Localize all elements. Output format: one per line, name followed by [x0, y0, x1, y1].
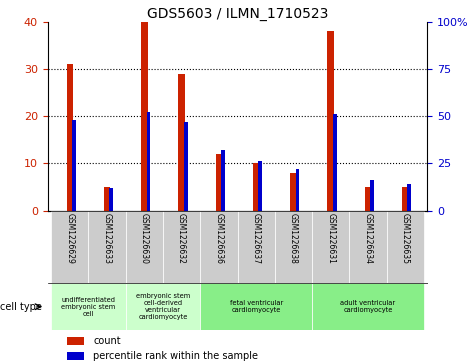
Bar — [66, 64, 73, 211]
Bar — [349, 211, 387, 283]
Bar — [407, 184, 411, 211]
Bar — [200, 283, 312, 330]
Bar — [104, 187, 111, 211]
Bar — [290, 173, 297, 211]
Bar — [370, 180, 374, 211]
Bar — [221, 150, 225, 211]
Bar — [141, 22, 148, 211]
Bar — [312, 283, 424, 330]
Text: count: count — [93, 336, 121, 346]
Bar — [238, 211, 275, 283]
Text: GSM1226636: GSM1226636 — [214, 213, 223, 264]
Text: GSM1226638: GSM1226638 — [289, 213, 298, 264]
Bar — [88, 211, 126, 283]
Bar — [387, 211, 424, 283]
Text: GSM1226630: GSM1226630 — [140, 213, 149, 264]
Text: GSM1226633: GSM1226633 — [103, 213, 112, 264]
Text: undifferentiated
embryonic stem
cell: undifferentiated embryonic stem cell — [61, 297, 115, 317]
Bar — [333, 114, 336, 211]
Bar — [312, 211, 349, 283]
Title: GDS5603 / ILMN_1710523: GDS5603 / ILMN_1710523 — [147, 7, 328, 21]
Bar — [253, 163, 259, 211]
Text: cell type: cell type — [0, 302, 42, 312]
Text: GSM1226629: GSM1226629 — [66, 213, 75, 264]
Bar — [66, 351, 84, 360]
Text: GSM1226632: GSM1226632 — [177, 213, 186, 264]
Text: adult ventricular
cardiomyocyte: adult ventricular cardiomyocyte — [340, 300, 396, 313]
Bar — [402, 187, 408, 211]
Text: GSM1226634: GSM1226634 — [363, 213, 372, 264]
Bar — [146, 113, 150, 211]
Text: GSM1226631: GSM1226631 — [326, 213, 335, 264]
Text: GSM1226635: GSM1226635 — [400, 213, 409, 264]
Text: GSM1226637: GSM1226637 — [252, 213, 261, 264]
Bar — [258, 162, 262, 211]
Text: fetal ventricular
cardiomyocyte: fetal ventricular cardiomyocyte — [229, 300, 283, 313]
Bar — [295, 169, 299, 211]
Bar — [200, 211, 238, 283]
Bar — [72, 120, 76, 211]
Text: embryonic stem
cell-derived
ventricular
cardiomyocyte: embryonic stem cell-derived ventricular … — [136, 293, 190, 320]
Bar — [184, 122, 188, 211]
Bar — [109, 188, 113, 211]
Bar — [163, 211, 200, 283]
Bar — [126, 283, 200, 330]
Bar — [51, 283, 126, 330]
Bar — [327, 31, 334, 211]
Bar — [275, 211, 312, 283]
Bar — [51, 211, 88, 283]
Bar — [364, 187, 371, 211]
Bar — [216, 154, 222, 211]
Bar — [66, 337, 84, 345]
Bar — [126, 211, 163, 283]
Bar — [178, 74, 185, 211]
Text: percentile rank within the sample: percentile rank within the sample — [93, 351, 258, 361]
